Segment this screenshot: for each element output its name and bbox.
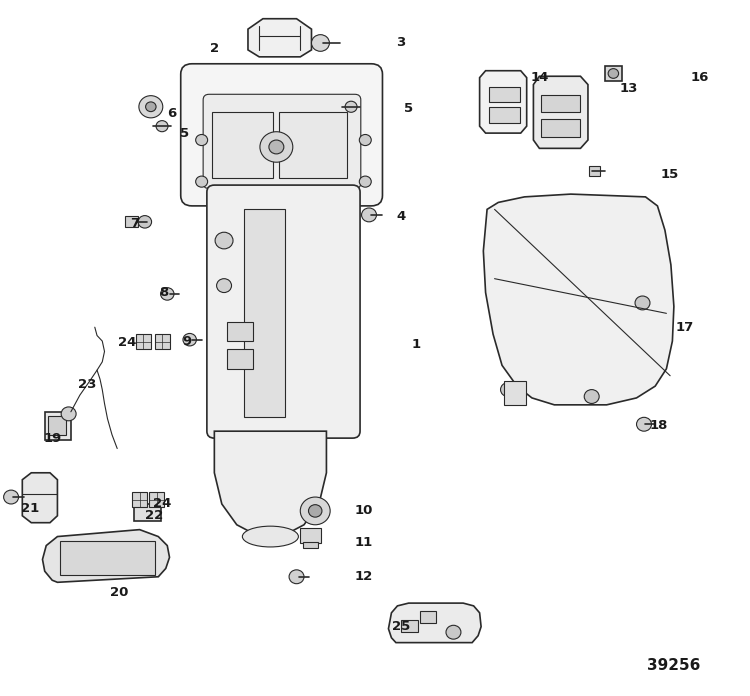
Circle shape xyxy=(183,333,196,346)
Polygon shape xyxy=(248,19,311,57)
Bar xyxy=(401,619,418,632)
Text: 12: 12 xyxy=(355,570,373,583)
Bar xyxy=(420,610,436,623)
Bar xyxy=(60,541,155,576)
Circle shape xyxy=(311,35,329,52)
Circle shape xyxy=(196,134,208,145)
Text: 23: 23 xyxy=(78,377,97,390)
Text: 8: 8 xyxy=(160,286,169,299)
FancyBboxPatch shape xyxy=(207,185,360,438)
Polygon shape xyxy=(214,432,326,537)
Circle shape xyxy=(139,95,163,118)
Circle shape xyxy=(62,407,76,421)
Circle shape xyxy=(289,570,304,584)
Circle shape xyxy=(4,490,19,504)
Text: 15: 15 xyxy=(661,168,680,181)
Bar xyxy=(488,107,520,122)
Bar xyxy=(488,87,520,102)
Circle shape xyxy=(500,383,515,397)
Bar xyxy=(303,542,318,548)
Text: 11: 11 xyxy=(355,536,373,548)
Bar xyxy=(154,334,170,349)
Bar xyxy=(279,112,346,178)
Circle shape xyxy=(156,120,168,132)
Circle shape xyxy=(635,296,650,310)
Polygon shape xyxy=(533,77,588,148)
Circle shape xyxy=(160,287,174,300)
Bar xyxy=(300,528,321,544)
Text: 10: 10 xyxy=(355,505,373,517)
Circle shape xyxy=(362,208,376,222)
Text: 24: 24 xyxy=(118,336,136,349)
Text: 3: 3 xyxy=(397,36,406,49)
Text: 17: 17 xyxy=(676,321,694,333)
Circle shape xyxy=(359,134,371,145)
Text: 14: 14 xyxy=(530,71,548,84)
Text: 16: 16 xyxy=(691,71,709,84)
Text: 9: 9 xyxy=(182,335,191,347)
Polygon shape xyxy=(22,473,58,523)
Circle shape xyxy=(637,418,652,432)
Polygon shape xyxy=(483,194,674,405)
Bar xyxy=(503,381,526,405)
Text: 39256: 39256 xyxy=(646,658,700,673)
Polygon shape xyxy=(479,71,526,133)
Bar xyxy=(605,66,622,81)
Circle shape xyxy=(359,176,371,187)
Bar xyxy=(227,322,254,341)
FancyBboxPatch shape xyxy=(181,64,382,206)
Text: 19: 19 xyxy=(43,432,62,445)
Bar xyxy=(45,412,71,439)
Circle shape xyxy=(217,278,232,292)
Circle shape xyxy=(269,140,284,154)
Text: 2: 2 xyxy=(210,42,219,55)
Circle shape xyxy=(300,497,330,525)
Circle shape xyxy=(446,625,461,639)
Circle shape xyxy=(138,216,152,228)
Bar xyxy=(149,492,164,507)
Circle shape xyxy=(608,69,619,79)
Circle shape xyxy=(584,390,599,404)
Circle shape xyxy=(196,176,208,187)
Polygon shape xyxy=(388,603,481,642)
Text: 24: 24 xyxy=(153,498,171,510)
Bar xyxy=(132,492,147,507)
Polygon shape xyxy=(43,530,170,583)
Bar xyxy=(244,209,285,418)
Circle shape xyxy=(146,102,156,111)
Bar xyxy=(134,504,160,521)
Text: 5: 5 xyxy=(404,102,413,116)
Circle shape xyxy=(260,132,292,162)
Text: 13: 13 xyxy=(620,81,638,95)
FancyBboxPatch shape xyxy=(203,94,361,189)
Text: 22: 22 xyxy=(146,509,164,522)
Bar xyxy=(541,119,580,136)
Text: 7: 7 xyxy=(130,216,139,230)
Bar xyxy=(49,416,67,435)
Text: 5: 5 xyxy=(180,127,189,140)
Bar xyxy=(541,95,580,112)
Circle shape xyxy=(308,505,322,517)
Bar xyxy=(136,334,151,349)
Text: 6: 6 xyxy=(167,107,176,120)
Text: 1: 1 xyxy=(412,338,421,351)
Bar xyxy=(124,216,138,228)
Circle shape xyxy=(215,232,233,249)
Bar xyxy=(212,112,274,178)
Bar xyxy=(227,349,254,369)
Circle shape xyxy=(345,101,357,112)
Text: 20: 20 xyxy=(110,585,129,599)
Text: 21: 21 xyxy=(21,503,39,515)
Text: 25: 25 xyxy=(392,620,410,633)
Text: 4: 4 xyxy=(397,209,406,223)
Ellipse shape xyxy=(242,526,298,547)
Bar xyxy=(589,166,600,176)
Text: 18: 18 xyxy=(650,419,668,432)
